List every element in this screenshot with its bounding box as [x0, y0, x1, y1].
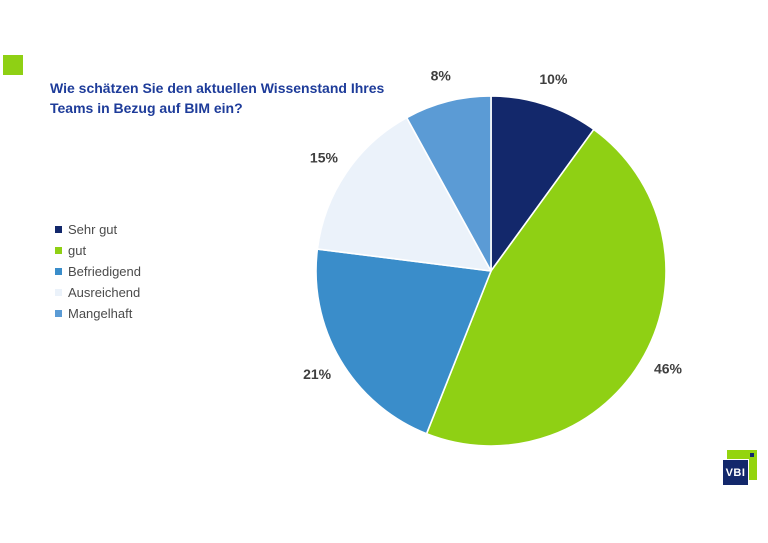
pie-slice-sehr-gut [490, 95, 595, 272]
legend-item: Ausreichend [55, 282, 141, 303]
corner-accent-square [3, 55, 23, 75]
legend-label: Befriedigend [68, 264, 141, 279]
pie-slice-mangelhaft [405, 95, 492, 272]
legend-label: Ausreichend [68, 285, 141, 300]
pie-value-label: 21% [303, 366, 332, 382]
pie-slice-ausreichend [316, 116, 492, 272]
legend-item: Befriedigend [55, 261, 141, 282]
chart-title-line-1: Wie schätzen Sie den aktuellen Wissensta… [50, 80, 385, 96]
legend-item: Sehr gut [55, 219, 141, 240]
pie-value-label: 8% [431, 67, 452, 83]
vbi-logo-navy-square: VBI [723, 459, 749, 485]
legend-swatch [55, 289, 62, 296]
legend: Sehr gut gut Befriedigend Ausreichend Mangel… [55, 219, 141, 324]
pie-slice-gut [425, 128, 667, 447]
legend-label: Sehr gut [68, 222, 118, 237]
legend-swatch [55, 226, 62, 233]
pie-value-label: 46% [654, 360, 683, 376]
legend-label: Mangelhaft [68, 306, 133, 321]
legend-swatch [55, 247, 62, 254]
vbi-logo-text: VBI [725, 466, 746, 479]
vbi-logo: VBI [723, 450, 763, 490]
legend-item: gut [55, 240, 141, 261]
pie-value-label: 15% [310, 149, 339, 165]
vbi-logo-dot [750, 453, 754, 457]
pie-slice-befriedigend [315, 248, 492, 435]
legend-item: Mangelhaft [55, 303, 141, 324]
legend-label: gut [68, 243, 87, 258]
chart-title-line-2: Teams in Bezug auf BIM ein? [50, 100, 243, 116]
chart-title: Wie schätzen Sie den aktuellen Wissensta… [50, 78, 440, 118]
pie-value-label: 10% [539, 71, 568, 87]
legend-swatch [55, 310, 62, 317]
legend-swatch [55, 268, 62, 275]
